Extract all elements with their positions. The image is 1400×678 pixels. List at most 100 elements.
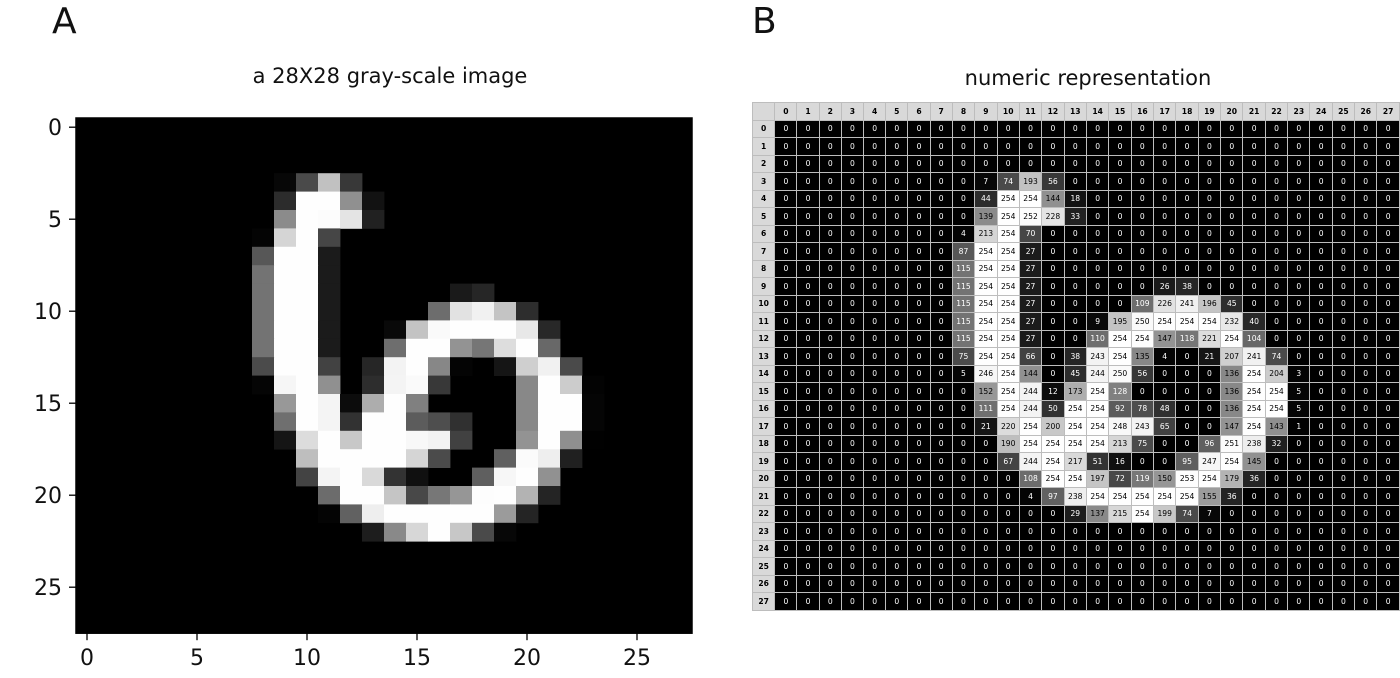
grid-cell: 119 [1130,469,1155,488]
grid-cell: 0 [1376,522,1400,541]
grid-cell: 0 [840,592,865,611]
grid-cell: 0 [1264,504,1289,523]
y-tick-label: 5 [48,208,62,233]
grid-cell: 0 [840,574,865,593]
grid-cell: 144 [1041,189,1065,208]
grid-cell: 4 [1153,347,1177,366]
grid-cell: 0 [1041,294,1065,313]
image-pixel [362,522,385,542]
image-pixel [296,210,319,229]
image-pixel [296,375,319,395]
grid-row-header: 15 [751,382,776,401]
grid-col-header: 8 [951,102,976,121]
x-tick-label: 20 [513,646,541,671]
grid-cell: 0 [907,574,931,593]
grid-cell: 0 [863,574,887,593]
image-pixel [494,504,517,524]
grid-cell: 254 [996,224,1020,243]
grid-cell: 0 [929,382,953,401]
grid-cell: 179 [1220,469,1244,488]
image-pixel [472,283,495,303]
grid-cell: 0 [929,259,953,278]
grid-cell: 241 [1175,294,1199,313]
grid-cell: 0 [885,119,909,138]
grid-col-header: 23 [1287,102,1311,121]
grid-cell: 0 [996,504,1020,523]
grid-cell: 0 [863,487,887,506]
grid-cell: 0 [1287,224,1311,243]
grid-cell: 0 [1041,522,1065,541]
image-pixel [384,486,407,505]
grid-cell: 0 [863,434,887,453]
grid-cell: 0 [1130,277,1155,296]
grid-cell: 0 [1331,277,1356,296]
grid-cell: 0 [1264,154,1289,173]
grid-cell: 0 [1287,504,1311,523]
grid-cell: 0 [929,469,953,488]
image-pixel [494,486,517,505]
grid-cell: 0 [840,434,865,453]
grid-cell: 96 [1197,434,1222,453]
grid-cell: 0 [863,364,887,383]
grid-cell: 0 [951,469,976,488]
grid-cell: 0 [1197,522,1222,541]
image-pixel [472,486,495,505]
grid-cell: 3 [1287,364,1311,383]
image-pixel [318,394,341,413]
grid-cell: 0 [1108,294,1132,313]
grid-cell: 1 [1287,417,1311,436]
grid-cell: 0 [1376,154,1400,173]
image-pixel [406,430,429,450]
grid-cell: 0 [1175,172,1199,191]
grid-cell: 0 [1354,557,1378,576]
grid-cell: 0 [840,487,865,506]
image-pixel [296,394,319,413]
grid-cell: 0 [951,574,976,593]
grid-cell: 196 [1197,294,1222,313]
grid-cell: 0 [1309,434,1333,453]
grid-cell: 74 [996,172,1020,191]
image-pixel [494,449,517,468]
image-pixel [340,412,363,432]
grid-cell: 0 [885,399,909,418]
image-pixel [494,320,517,340]
grid-cell: 254 [974,312,998,331]
grid-cell: 0 [1354,434,1378,453]
grid-cell: 0 [974,504,998,523]
grid-cell: 0 [774,224,798,243]
grid-cell: 0 [818,224,842,243]
image-pixel [406,338,429,358]
grid-cell: 254 [1018,417,1043,436]
grid-cell: 0 [840,557,865,576]
image-pixel [494,357,517,376]
grid-cell: 0 [885,277,909,296]
grid-cell: 0 [1287,189,1311,208]
panel-b-title: numeric representation [964,66,1212,90]
grid-row-header: 21 [751,487,776,506]
grid-cell: 0 [1309,172,1333,191]
grid-cell: 115 [951,259,976,278]
grid-cell: 0 [1354,487,1378,506]
grid-cell: 0 [796,487,820,506]
grid-cell: 74 [1175,504,1199,523]
image-pixel [450,430,473,450]
image-pixel [516,338,539,358]
grid-cell: 0 [907,312,931,331]
grid-cell: 0 [1197,189,1222,208]
grid-cell: 254 [1264,399,1289,418]
grid-cell: 0 [1309,329,1333,348]
grid-cell: 0 [1175,382,1199,401]
image-pixel [450,357,473,376]
image-pixel [252,357,275,376]
grid-cell: 67 [996,452,1020,471]
grid-cell: 0 [929,329,953,348]
grid-cell: 0 [1309,539,1333,558]
grid-cell: 137 [1085,504,1110,523]
grid-row-header: 11 [751,312,776,331]
grid-cell: 0 [863,417,887,436]
grid-cell: 0 [840,119,865,138]
image-pixel [406,394,429,413]
grid-cell: 0 [885,259,909,278]
grid-cell: 0 [1175,364,1199,383]
grid-col-header: 15 [1108,102,1132,121]
